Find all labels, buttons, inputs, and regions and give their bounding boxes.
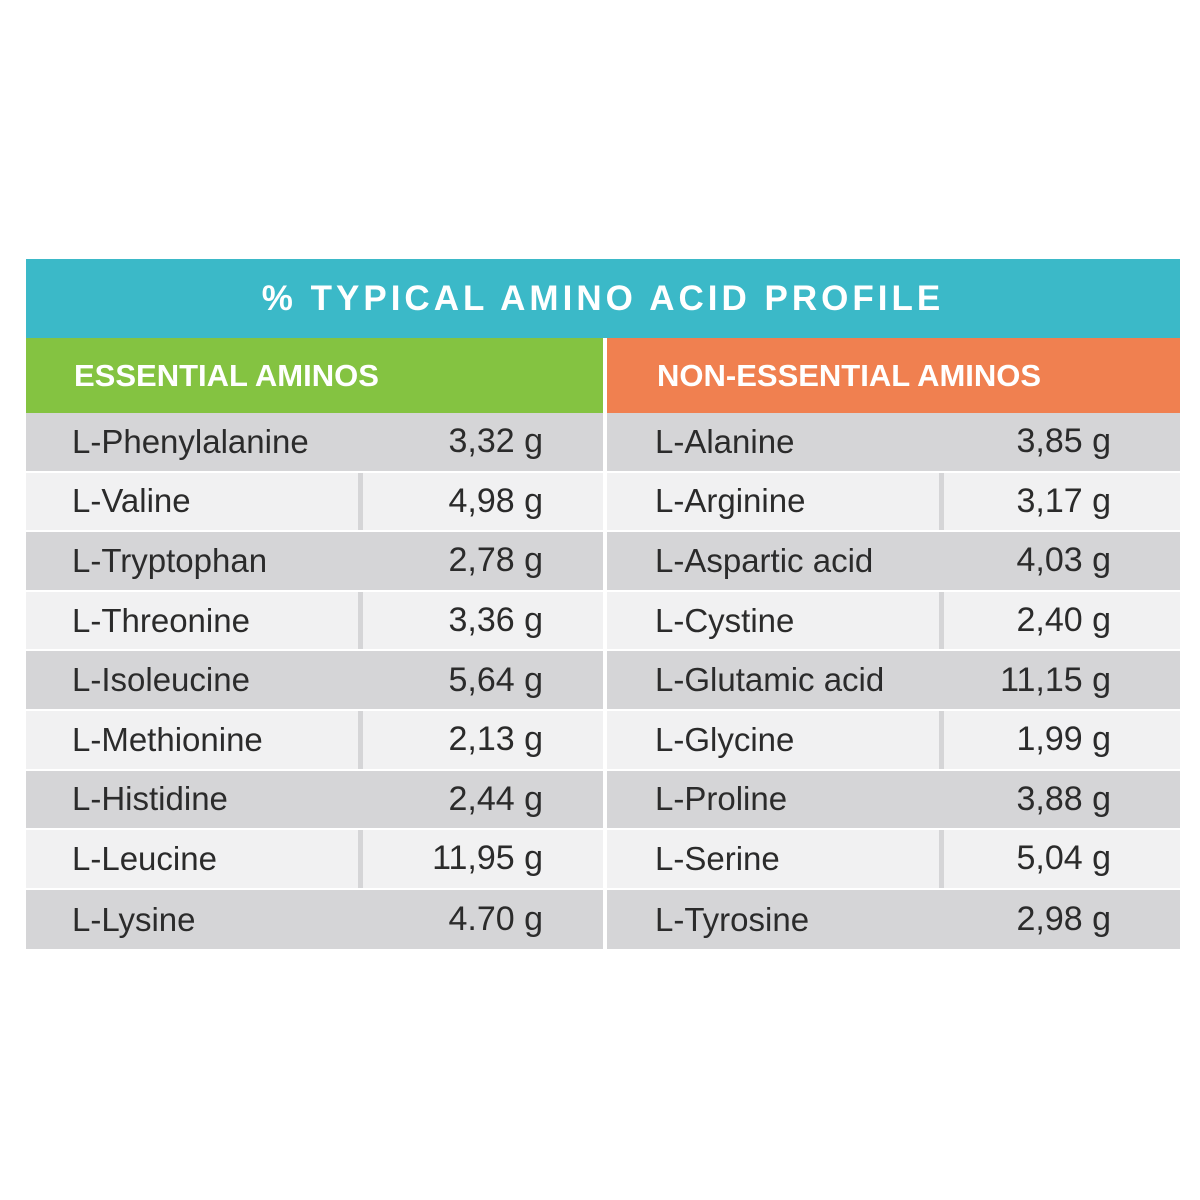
- table-row: L-Leucine 11,95 g: [26, 830, 603, 890]
- amino-name: L-Aspartic acid: [655, 541, 874, 579]
- table-columns: ESSENTIAL AMINOS L-Phenylalanine 3,32 g L-…: [26, 338, 1180, 950]
- amino-name: L-Alanine: [655, 422, 795, 460]
- table-row: L-Phenylalanine 3,32 g: [26, 413, 603, 473]
- amino-value: 5,04 g: [939, 830, 1180, 888]
- table-row: L-Aspartic acid 4,03 g: [607, 532, 1180, 592]
- amino-name: L-Tryptophan: [72, 541, 268, 579]
- amino-name: L-Lysine: [72, 900, 196, 938]
- table-row: L-Serine 5,04 g: [607, 830, 1180, 890]
- amino-name: L-Valine: [72, 482, 191, 520]
- amino-name: L-Cystine: [655, 601, 795, 639]
- essential-heading: ESSENTIAL AMINOS: [26, 338, 603, 413]
- amino-value: 2,98 g: [1016, 900, 1111, 939]
- amino-name: L-Isoleucine: [72, 661, 250, 699]
- column-divider: [603, 338, 607, 950]
- amino-name: L-Tyrosine: [655, 900, 810, 938]
- amino-name: L-Threonine: [72, 601, 250, 639]
- amino-value: 3,85 g: [1016, 422, 1111, 461]
- amino-value: 5,64 g: [448, 660, 543, 699]
- amino-name: L-Leucine: [72, 839, 217, 877]
- amino-name: L-Proline: [655, 780, 788, 818]
- amino-value: 3,36 g: [358, 591, 603, 650]
- amino-value: 2,44 g: [448, 779, 543, 818]
- table-row: L-Alanine 3,85 g: [607, 413, 1180, 473]
- amino-name: L-Glutamic acid: [655, 661, 885, 699]
- table-row: L-Glutamic acid 11,15 g: [607, 651, 1180, 711]
- amino-value: 11,95 g: [358, 830, 603, 888]
- table-row: L-Tryptophan 2,78 g: [26, 532, 603, 592]
- amino-value: 2,13 g: [358, 710, 603, 769]
- amino-name: L-Phenylalanine: [72, 422, 309, 460]
- table-row: L-Histidine 2,44 g: [26, 770, 603, 831]
- essential-column: ESSENTIAL AMINOS L-Phenylalanine 3,32 g L-…: [26, 338, 603, 950]
- amino-name: L-Glycine: [655, 720, 795, 758]
- amino-name: L-Histidine: [72, 780, 228, 818]
- table-row: L-Lysine 4.70 g: [26, 889, 603, 950]
- amino-acid-table: % TYPICAL AMINO ACID PROFILE ESSENTIAL A…: [26, 259, 1180, 950]
- table-row: L-Isoleucine 5,64 g: [26, 651, 603, 711]
- essential-rows: L-Phenylalanine 3,32 g L-Valine 4,98 g L-Try…: [26, 413, 603, 950]
- amino-value: 3,17 g: [939, 472, 1180, 531]
- amino-name: L-Arginine: [655, 482, 806, 520]
- table-row: L-Valine 4,98 g: [26, 472, 603, 533]
- non-essential-rows: L-Alanine 3,85 g L-Arginine 3,17 g L-Asparti…: [607, 413, 1180, 950]
- table-row: L-Proline 3,88 g: [607, 770, 1180, 831]
- table-row: L-Glycine 1,99 g: [607, 710, 1180, 771]
- amino-name: L-Methionine: [72, 720, 263, 758]
- amino-value: 4,03 g: [1016, 541, 1111, 580]
- non-essential-column: NON-ESSENTIAL AMINOS L-Alanine 3,85 g L-Ar…: [607, 338, 1180, 950]
- amino-value: 3,88 g: [1016, 779, 1111, 818]
- amino-name: L-Serine: [655, 839, 780, 877]
- non-essential-heading: NON-ESSENTIAL AMINOS: [607, 338, 1180, 413]
- amino-value: 4.70 g: [448, 900, 543, 939]
- table-row: L-Methionine 2,13 g: [26, 710, 603, 771]
- amino-value: 4,98 g: [358, 472, 603, 531]
- table-title: % TYPICAL AMINO ACID PROFILE: [26, 259, 1180, 338]
- amino-value: 2,78 g: [448, 541, 543, 580]
- table-row: L-Threonine 3,36 g: [26, 591, 603, 652]
- amino-value: 11,15 g: [1000, 660, 1111, 699]
- amino-value: 2,40 g: [939, 591, 1180, 650]
- table-row: L-Tyrosine 2,98 g: [607, 889, 1180, 950]
- table-row: L-Arginine 3,17 g: [607, 472, 1180, 533]
- amino-value: 3,32 g: [448, 422, 543, 461]
- amino-value: 1,99 g: [939, 710, 1180, 769]
- table-row: L-Cystine 2,40 g: [607, 591, 1180, 652]
